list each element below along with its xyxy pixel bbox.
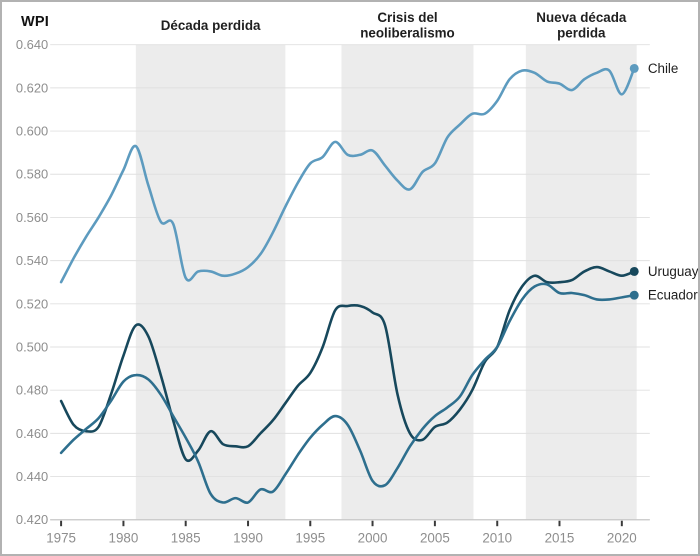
x-tick-label-1975: 1975 [46, 531, 76, 546]
series-line-uruguay [59, 265, 636, 463]
x-tick-label-2005: 2005 [420, 531, 450, 546]
y-tick-label-0.540: 0.540 [16, 253, 48, 268]
era-band-title-1: Década perdida [161, 18, 261, 33]
series-label-uruguay: Uruguay [648, 264, 698, 279]
series-endpoint-ecuador [629, 290, 639, 300]
x-tick-label-2015: 2015 [545, 531, 575, 546]
x-tick-label-2010: 2010 [482, 531, 512, 546]
y-tick-label-0.600: 0.600 [16, 124, 48, 139]
series-endpoint-chile [629, 63, 639, 73]
x-tick-label-1980: 1980 [109, 531, 139, 546]
y-tick-label-0.640: 0.640 [16, 37, 48, 52]
series-line-ecuador [59, 282, 636, 504]
y-tick-label-0.580: 0.580 [16, 167, 48, 182]
y-tick-label-0.460: 0.460 [16, 426, 48, 441]
series-line-chile [59, 67, 636, 284]
series-label-chile: Chile [648, 61, 679, 76]
y-tick-label-0.480: 0.480 [16, 383, 48, 398]
y-tick-label-0.500: 0.500 [16, 339, 48, 354]
y-tick-label-0.420: 0.420 [16, 512, 48, 527]
x-tick-label-1985: 1985 [171, 531, 201, 546]
series-label-ecuador: Ecuador [648, 288, 698, 303]
era-band-3 [525, 44, 637, 520]
era-band-title-3: Nueva década perdida [536, 10, 627, 41]
y-tick-label-0.520: 0.520 [16, 296, 48, 311]
y-axis-title: WPI [21, 14, 49, 30]
era-band-2 [341, 44, 474, 520]
series-endpoint-uruguay [629, 266, 639, 276]
y-tick-label-0.440: 0.440 [16, 469, 48, 484]
x-tick-label-2020: 2020 [607, 531, 637, 546]
y-tick-label-0.620: 0.620 [16, 80, 48, 95]
era-band-1 [135, 44, 286, 520]
x-tick-label-1990: 1990 [233, 531, 263, 546]
y-tick-label-0.560: 0.560 [16, 210, 48, 225]
x-tick-label-2000: 2000 [358, 531, 388, 546]
era-band-title-2: Crisis del neoliberalismo [360, 10, 455, 41]
x-tick-label-1995: 1995 [295, 531, 325, 546]
